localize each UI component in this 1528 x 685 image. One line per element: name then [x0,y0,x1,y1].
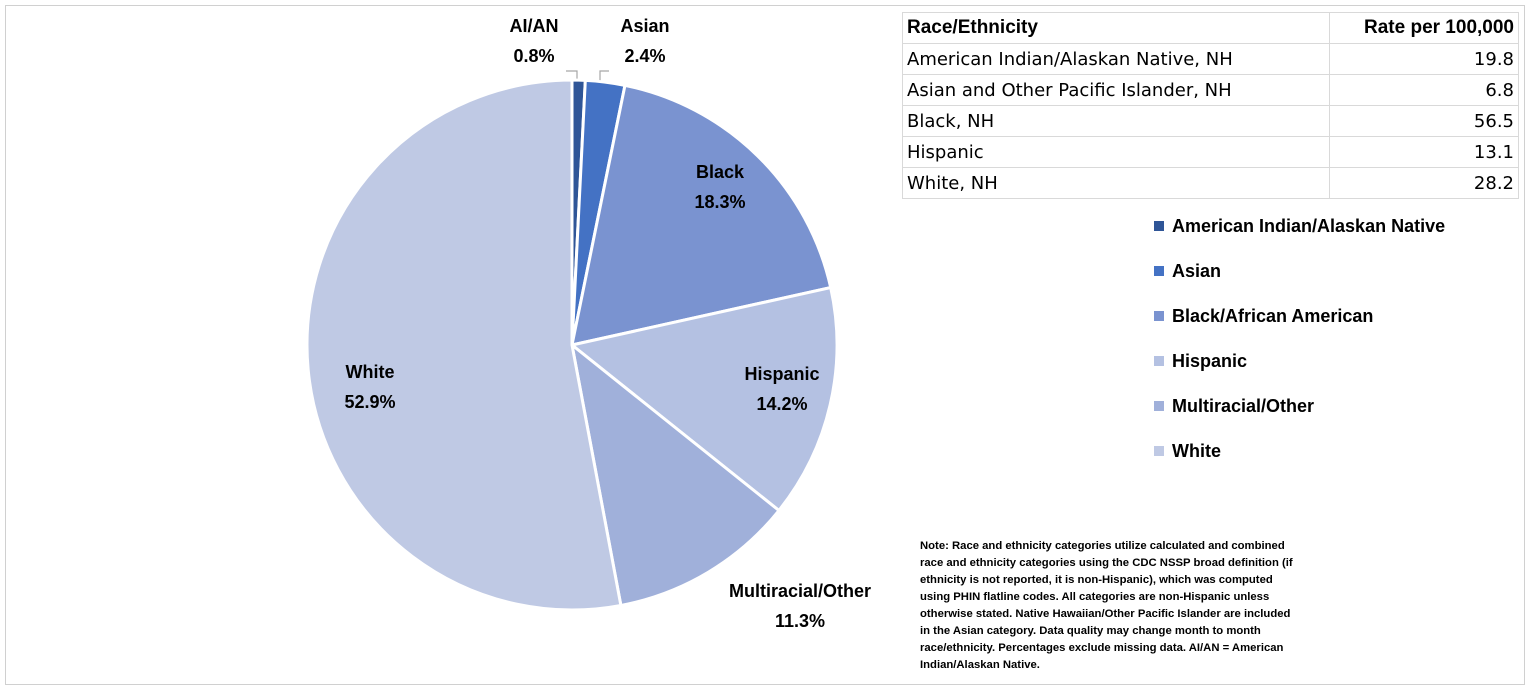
table-row: Asian and Other Pacific Islander, NH 6.8 [902,74,1519,106]
value-label: 0.8% [513,46,554,66]
table-row: Hispanic 13.1 [902,136,1519,168]
table-cell: 56.5 [1329,105,1519,137]
value-label: 14.2% [756,394,807,414]
pie-slice [569,341,782,608]
table-header: Race/Ethnicity Rate per 100,000 [902,12,1519,44]
slice-label: Hispanic [744,364,819,384]
legend-swatch [1154,266,1164,276]
legend-label: Hispanic [1172,351,1247,371]
rate-table: Race/Ethnicity Rate per 100,000 American… [902,12,1519,199]
value-label: 18.3% [694,192,745,212]
table-cell: American Indian/Alaskan Native, NH [902,43,1330,75]
legend-label: White [1172,441,1221,461]
slice-label: White [346,362,395,382]
table-cell: 19.8 [1329,43,1519,75]
table-cell: Asian and Other Pacific Islander, NH [902,74,1330,106]
table-row: Black, NH 56.5 [902,105,1519,137]
legend-label: American Indian/Alaskan Native [1172,216,1445,236]
leader-line [599,70,609,82]
slice-label: Black [696,162,745,182]
legend-swatch [1154,446,1164,456]
legend-swatch [1154,311,1164,321]
legend-label: Black/African American [1172,306,1373,326]
table-cell: 13.1 [1329,136,1519,168]
legend-swatch [1154,356,1164,366]
table-cell: 28.2 [1329,167,1519,199]
table-cell: Hispanic [902,136,1330,168]
legend-label: Multiracial/Other [1172,396,1314,416]
legend-swatch [1154,401,1164,411]
leader-line [566,70,578,80]
table-cell: White, NH [902,167,1330,199]
value-label: 52.9% [344,392,395,412]
slice-label: Multiracial/Other [729,581,871,601]
value-label: 2.4% [624,46,665,66]
pie-slice [570,83,833,347]
slice-label: AI/AN [510,16,559,36]
header-cell: Rate per 100,000 [1329,12,1519,44]
header-cell: Race/Ethnicity [902,12,1330,44]
table-row: American Indian/Alaskan Native, NH 19.8 [902,43,1519,75]
slice-label: Asian [620,16,669,36]
pie-slice [305,78,623,612]
pie-slice [568,285,839,513]
table-cell: Black, NH [902,105,1330,137]
legend-swatch [1154,221,1164,231]
table-cell: 6.8 [1329,74,1519,106]
value-label: 11.3% [775,611,825,631]
legend-label: Asian [1172,261,1221,281]
table-row: White, NH 28.2 [902,167,1519,199]
note: Note: Race and ethnicity categories util… [920,540,1293,671]
